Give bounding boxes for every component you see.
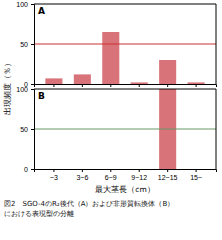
tick-label: ~3 [50, 174, 58, 181]
tick-label: 15~ [190, 174, 202, 181]
tick [196, 84, 197, 87]
y-axis-title: 出現頻度（％） [3, 59, 12, 115]
bar [45, 169, 62, 170]
tick-mark [139, 169, 140, 172]
tick [110, 84, 111, 87]
tick-label: 9~12 [131, 174, 147, 181]
tick-mark [139, 84, 140, 87]
tick: 50 [20, 41, 34, 48]
tick-label: 3~6 [76, 174, 88, 181]
tick-label: 12~15 [158, 174, 178, 181]
tick-mark [31, 169, 34, 170]
frame [34, 4, 216, 5]
tick-mark [196, 169, 197, 172]
bar [74, 74, 91, 84]
y-axis: 050100 [16, 1, 34, 88]
axis-line [35, 85, 217, 88]
bar [188, 82, 205, 84]
tick-mark [31, 89, 34, 90]
tick-mark [196, 84, 197, 87]
plot-area [34, 89, 216, 169]
caption: における表現型の分離 [4, 210, 74, 218]
tick: 0 [24, 166, 34, 173]
reference-line [34, 129, 216, 130]
bar [159, 60, 176, 84]
tick-mark [31, 84, 34, 85]
tick-mark [31, 129, 34, 130]
tick-label: 100 [16, 86, 28, 93]
x-axis-title: 最大茎長（cm） [95, 185, 154, 194]
caption: 図2 SGO-4のR₂後代（A）および非形質転換体（B） [4, 200, 174, 208]
tick [139, 84, 140, 87]
chart: 0 50 100 A 0 50 100 ~3 3~6 6~9 9~12 12~15 15~ B 出現頻度（％… [0, 0, 222, 240]
tick-mark [110, 84, 111, 87]
tick: 9~12 [131, 169, 147, 181]
bar [74, 169, 91, 170]
tick [82, 84, 83, 87]
tick-label: 0 [24, 166, 28, 173]
tick: ~3 [50, 169, 58, 181]
tick [53, 84, 54, 87]
tick-label: 50 [20, 41, 28, 48]
axis-line [31, 90, 35, 170]
panel: 0 50 100 ~3 3~6 6~9 9~12 12~15 15~ B [16, 86, 216, 181]
bar [102, 32, 119, 84]
axis-line [31, 5, 35, 85]
bar [131, 82, 148, 84]
bar [131, 169, 148, 170]
x-axis: ~3 3~6 6~9 9~12 12~15 15~ [35, 169, 217, 181]
frame [216, 89, 217, 169]
tick: 100 [16, 1, 34, 8]
reference-line [34, 44, 216, 45]
y-axis: 0 50 100 [16, 86, 34, 173]
axis-line [35, 170, 217, 173]
plot-area [34, 32, 216, 84]
panel-label: B [38, 91, 45, 101]
tick: 50 [20, 126, 34, 133]
tick-mark [82, 84, 83, 87]
tick-label: 100 [16, 1, 28, 8]
tick-mark [167, 169, 168, 172]
tick: 100 [16, 86, 34, 93]
tick-mark [31, 44, 34, 45]
tick-mark [110, 169, 111, 172]
tick: 3~6 [76, 169, 88, 181]
tick-mark [53, 169, 54, 172]
tick-mark [53, 84, 54, 87]
frame [216, 4, 217, 84]
tick: 12~15 [158, 169, 178, 181]
panel-label: A [38, 6, 45, 16]
tick-label: 6~9 [105, 174, 117, 181]
tick: 15~ [190, 169, 202, 181]
bar [45, 78, 62, 84]
x-axis [35, 84, 217, 87]
tick-label: 50 [20, 126, 28, 133]
tick [167, 84, 168, 87]
panel: 050100A [16, 1, 216, 88]
tick: 6~9 [105, 169, 117, 181]
bar [188, 169, 205, 170]
tick-mark [167, 84, 168, 87]
bar [102, 169, 119, 170]
tick-mark [82, 169, 83, 172]
frame [34, 89, 216, 90]
tick-mark [31, 4, 34, 5]
